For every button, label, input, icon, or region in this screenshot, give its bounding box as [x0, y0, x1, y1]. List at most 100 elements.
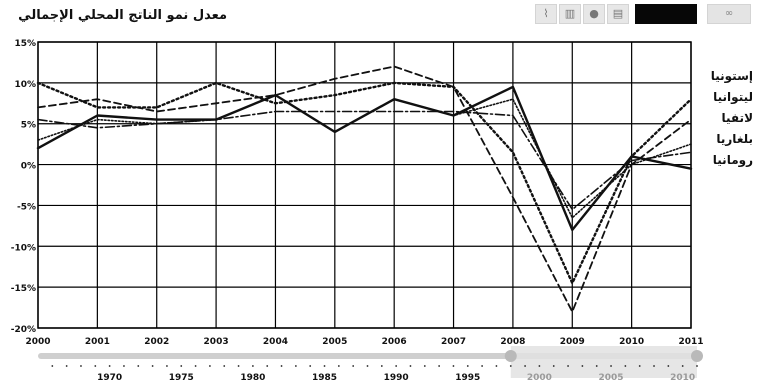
legend-item[interactable]: بلغاريا [711, 129, 753, 150]
timeline-tick-label: 1985 [312, 373, 337, 383]
timeline-dot [51, 365, 53, 367]
timeline-tick-label: 1995 [455, 373, 480, 383]
series-line[interactable] [38, 87, 691, 230]
x-tick-label: 2007 [441, 337, 466, 347]
timeline-dot [166, 365, 168, 367]
timeline-dot [610, 365, 612, 367]
timeline-dot [639, 365, 641, 367]
timeline-dot [137, 365, 139, 367]
x-tick-label: 2002 [144, 337, 169, 347]
timeline-dot [567, 365, 569, 367]
timeline-dot [209, 365, 211, 367]
timeline-dot [395, 365, 397, 367]
timeline-dot [624, 365, 626, 367]
y-tick-label: -15% [11, 284, 36, 294]
timeline-dot [653, 365, 655, 367]
timeline-dot [453, 365, 455, 367]
timeline-dot [266, 365, 268, 367]
timeline-dot [438, 365, 440, 367]
globe-icon[interactable]: ● [583, 4, 605, 24]
series-line[interactable] [38, 95, 691, 218]
series-line[interactable] [38, 83, 691, 283]
timeline-dot [367, 365, 369, 367]
timeline-dot [510, 365, 512, 367]
y-tick-label: -20% [11, 325, 36, 335]
y-tick-label: 5% [21, 121, 36, 131]
line-chart-icon[interactable]: ⌇ [535, 4, 557, 24]
bar-chart-icon[interactable]: ▥ [559, 4, 581, 24]
timeline-dot [324, 365, 326, 367]
x-tick-label: 2005 [322, 337, 347, 347]
timeline-dot [80, 365, 82, 367]
timeline-dot [94, 365, 96, 367]
y-tick-label: 10% [14, 80, 36, 90]
timeline-tick-label: 2005 [599, 373, 624, 383]
timeline-dot [66, 365, 68, 367]
x-tick-label: 2011 [678, 337, 703, 347]
y-tick-label: -5% [17, 202, 36, 212]
x-tick-label: 2008 [500, 337, 525, 347]
timeline-tick-label: 1970 [97, 373, 122, 383]
timeline-tick-label: 1990 [384, 373, 409, 383]
timeline-dot [152, 365, 154, 367]
table-icon[interactable]: ▤ [607, 4, 629, 24]
timeline-tick-label: 1980 [240, 373, 265, 383]
display-mode-button[interactable] [635, 4, 697, 24]
timeline-window[interactable] [511, 346, 697, 378]
y-tick-label: 15% [14, 39, 36, 49]
timeline-dot [581, 365, 583, 367]
legend: إستونيا ليتوانيا لاتفيا بلغاريا رومانيا [711, 66, 753, 171]
timeline-tick-label: 2000 [527, 373, 552, 383]
x-tick-label: 2001 [85, 337, 110, 347]
series-line[interactable] [38, 112, 691, 210]
timeline-dot [539, 365, 541, 367]
timeline-dot [281, 365, 283, 367]
timeline-dot [667, 365, 669, 367]
timeline-tick-label: 2010 [670, 373, 695, 383]
timeline-dot [553, 365, 555, 367]
x-tick-label: 2009 [560, 337, 585, 347]
timeline-dot [195, 365, 197, 367]
x-tick-label: 2006 [382, 337, 407, 347]
link-button[interactable]: ∞ [707, 4, 751, 24]
timeline-tick-label: 1975 [169, 373, 194, 383]
x-tick-label: 2004 [263, 337, 288, 347]
series-line[interactable] [38, 67, 691, 312]
timeline-track[interactable] [38, 353, 697, 359]
y-tick-label: -10% [11, 243, 36, 253]
timeline-dot [524, 365, 526, 367]
timeline-dot [180, 365, 182, 367]
timeline-dot [381, 365, 383, 367]
timeline-handle-start[interactable] [505, 350, 517, 362]
timeline-dot [352, 365, 354, 367]
timeline-dot [252, 365, 254, 367]
legend-item[interactable]: ليتوانيا [711, 87, 753, 108]
legend-item[interactable]: رومانيا [711, 150, 753, 171]
timeline-dot [481, 365, 483, 367]
timeline-dot [295, 365, 297, 367]
timeline-dot [338, 365, 340, 367]
timeline-dot [123, 365, 125, 367]
chart-title: معدل نمو الناتج المحلي الإجمالي [18, 8, 227, 23]
x-tick-label: 2000 [25, 337, 50, 347]
timeline-handle-end[interactable] [691, 350, 703, 362]
timeline-dot [410, 365, 412, 367]
x-tick-label: 2003 [204, 337, 229, 347]
timeline-dot [496, 365, 498, 367]
plot-frame [38, 42, 691, 328]
timeline-dot [596, 365, 598, 367]
x-tick-label: 2010 [619, 337, 644, 347]
timeline-dot [223, 365, 225, 367]
timeline-dot [696, 365, 698, 367]
legend-item[interactable]: إستونيا [711, 66, 753, 87]
timeline-dot [424, 365, 426, 367]
timeline-dot [109, 365, 111, 367]
y-tick-label: 0% [21, 162, 36, 172]
legend-item[interactable]: لاتفيا [711, 108, 753, 129]
timeline-dot [467, 365, 469, 367]
timeline-dot [682, 365, 684, 367]
timeline-dot [309, 365, 311, 367]
timeline-dot [238, 365, 240, 367]
